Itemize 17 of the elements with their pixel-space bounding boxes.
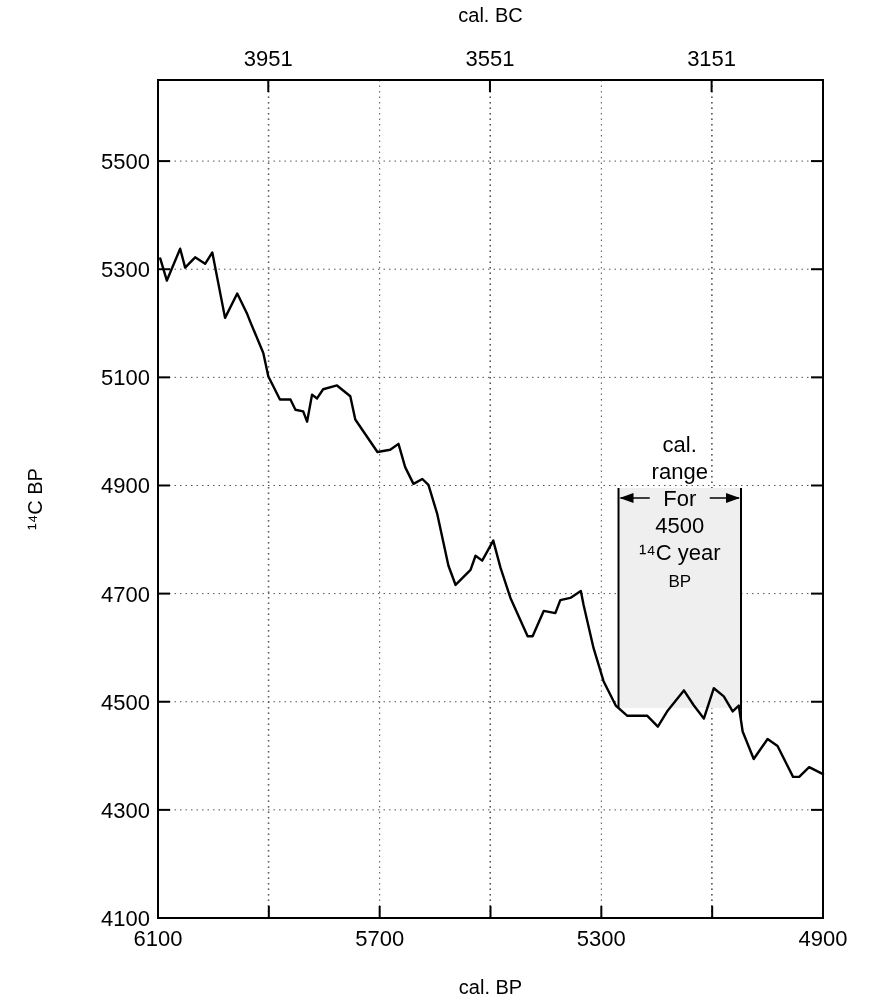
y-tick-label: 5100: [101, 365, 150, 391]
y-tick-label: 4500: [101, 689, 150, 715]
y-tick-label: 4900: [101, 473, 150, 499]
y-tick-label: 4300: [101, 797, 150, 823]
x2-axis-title: cal. BC: [458, 4, 523, 26]
y-axis-title: ¹⁴C BP: [24, 468, 46, 530]
x-axis-title: cal. BP: [458, 976, 523, 998]
x2-tick-label: 3951: [243, 46, 293, 71]
x-tick-label: 5300: [576, 926, 626, 951]
band-label: cal. range For 4500 ¹⁴C year BP: [638, 432, 721, 591]
y-tick-label: 4700: [101, 581, 150, 607]
x-tick-label: 4900: [798, 926, 848, 951]
x2-tick-label: 3551: [465, 46, 515, 71]
y-tick-label: 5500: [101, 149, 150, 175]
y-tick-label: 5300: [101, 257, 150, 283]
x2-tick-label: 3151: [687, 46, 737, 71]
x-tick-label: 5700: [355, 926, 405, 951]
